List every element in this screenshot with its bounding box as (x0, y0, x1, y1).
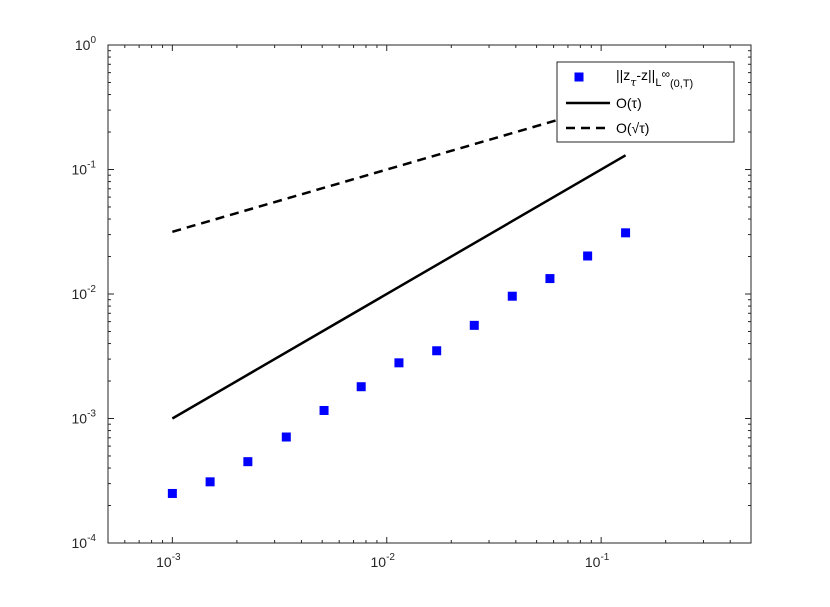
legend-marker-square (574, 72, 584, 82)
data-point-marker (167, 488, 177, 498)
y-tick-label-base: 10 (75, 37, 91, 53)
legend-subscript: L (655, 77, 661, 89)
y-tick-label-exponent: -1 (87, 160, 96, 171)
x-tick-label: 10-2 (371, 552, 396, 570)
data-point-marker (205, 477, 215, 487)
data-point-marker (432, 346, 442, 356)
data-point-marker (621, 228, 631, 238)
legend-label-sqrt-tau: O(√τ) (616, 120, 649, 136)
x-tick-label-exponent: -2 (386, 552, 395, 563)
axes-box (107, 44, 752, 544)
x-tick-label: 10-3 (156, 552, 181, 570)
legend-label-tau: O(τ) (616, 95, 642, 111)
legend-subscript: τ (630, 76, 637, 89)
y-tick-label: 10-2 (72, 284, 97, 302)
y-tick-label-base: 10 (72, 286, 88, 302)
data-point-marker (583, 251, 593, 261)
x-tick-label-exponent: -3 (172, 552, 181, 563)
legend-text-part: ||z (616, 67, 630, 83)
data-point-marker (545, 274, 555, 284)
x-tick-label-base: 10 (585, 554, 601, 570)
data-point-marker (356, 382, 366, 392)
data-point-marker (469, 320, 479, 330)
series-tau-line (171, 154, 627, 420)
series-layer (167, 99, 631, 498)
data-point-marker (507, 291, 517, 301)
data-point-marker (243, 457, 253, 467)
y-tick-label: 10-3 (72, 409, 97, 427)
legend-text-part: -z|| (636, 67, 655, 83)
y-tick-label-base: 10 (72, 411, 88, 427)
data-point-marker (394, 358, 404, 368)
y-tick-label: 10-4 (72, 533, 97, 551)
y-tick-label-base: 10 (72, 535, 88, 551)
series-error-markers (167, 228, 631, 498)
y-tick-label: 100 (75, 35, 97, 53)
y-tick-label: 10-1 (72, 160, 97, 178)
x-tick-label-exponent: -1 (600, 552, 609, 563)
y-tick-label-exponent: -4 (87, 533, 96, 544)
x-tick-label-base: 10 (156, 554, 172, 570)
legend-label-error: ||zτ-z||L∞(0,T) (616, 67, 693, 90)
x-tick-label: 10-1 (585, 552, 610, 570)
data-point-marker (319, 405, 329, 415)
y-tick-label-exponent: -2 (87, 284, 96, 295)
series-sqrt-tau-line (172, 99, 626, 233)
y-tick-label-base: 10 (72, 162, 88, 178)
data-point-marker (281, 432, 291, 442)
x-tick-label-base: 10 (371, 554, 387, 570)
y-tick-label-exponent: 0 (90, 35, 96, 46)
legend-subscript: (0,T) (670, 78, 693, 90)
legend: ||zτ-z||L∞(0,T) O(τ) O(√τ) (556, 61, 735, 143)
y-tick-label-exponent: -3 (87, 409, 96, 420)
legend-superscript: ∞ (661, 67, 670, 81)
